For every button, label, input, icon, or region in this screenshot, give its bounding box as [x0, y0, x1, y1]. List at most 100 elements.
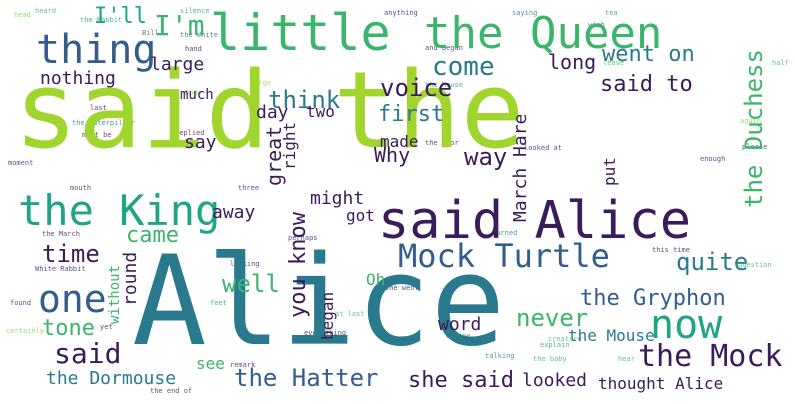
word: tea	[605, 9, 618, 17]
word-voice: voice	[380, 74, 453, 102]
word-said-to: said to	[600, 72, 693, 97]
word-day: day	[256, 102, 289, 123]
word-thing: thing	[36, 27, 157, 73]
word-came: came	[126, 223, 179, 248]
word-the-king: the King	[18, 186, 221, 235]
word: leave	[603, 59, 625, 67]
word: three	[238, 184, 260, 192]
word: silence	[180, 7, 210, 15]
word: looking	[230, 260, 260, 268]
word-much: much	[180, 87, 214, 103]
word: I've	[585, 31, 602, 39]
word: found	[10, 299, 32, 307]
word: everything	[304, 329, 347, 337]
word-im: I'm	[154, 9, 205, 42]
word: head	[14, 11, 31, 19]
word: she went	[385, 284, 419, 292]
word: please	[742, 143, 768, 151]
word-might: might	[310, 188, 365, 209]
word: mouth	[70, 184, 92, 192]
word-put: put	[600, 157, 619, 186]
word: again	[740, 117, 762, 125]
word-looked: looked	[522, 370, 588, 391]
word-round: round	[120, 251, 141, 306]
word-began: began	[318, 291, 337, 340]
word: talking	[485, 352, 515, 360]
word-said-alice: said Alice	[378, 191, 692, 251]
word-thought-alice: thought Alice	[598, 374, 724, 393]
word-she-said: she said	[408, 368, 514, 393]
word: hear	[618, 355, 635, 363]
word: yet	[100, 323, 113, 331]
word-little: little	[210, 4, 391, 62]
word: explain	[540, 341, 570, 349]
word-made: made	[380, 132, 419, 151]
word-two: two	[306, 102, 335, 121]
word-way: way	[464, 143, 508, 171]
word: the baby	[533, 355, 567, 363]
word: perhaps	[288, 234, 318, 242]
word-the-dormouse: the Dormouse	[46, 368, 177, 389]
word: last	[90, 104, 107, 112]
word-think: think	[268, 86, 341, 114]
word: question	[738, 261, 772, 269]
word-said: said	[54, 337, 122, 370]
word-one: one	[38, 277, 107, 321]
word-tone: tone	[42, 316, 95, 341]
word-now: now	[650, 302, 723, 348]
word: hand	[185, 45, 202, 53]
word: the door	[425, 139, 459, 147]
word: looked at	[524, 144, 562, 152]
word: this time	[652, 246, 690, 254]
word-the-mock: the Mock	[638, 339, 783, 374]
word-right: right	[280, 121, 299, 170]
word-time: time	[42, 240, 100, 268]
word-the-mouse: the Mouse	[568, 326, 655, 345]
word-mock-turtle: Mock Turtle	[398, 237, 610, 275]
word: heard	[35, 7, 57, 15]
word: Dodo	[185, 89, 202, 97]
word: half	[772, 59, 789, 67]
word: enough	[700, 155, 726, 163]
word: and began	[425, 44, 463, 52]
word-the-queen: the Queen	[424, 8, 663, 59]
word-well: well	[222, 270, 280, 298]
word-say: say	[184, 132, 217, 153]
word: saying	[512, 9, 538, 17]
word-word: word	[438, 314, 482, 335]
word-see: see	[196, 354, 225, 373]
word: certainly	[6, 327, 44, 335]
word: turned	[492, 229, 518, 237]
word-got: got	[346, 206, 375, 225]
word: at last	[335, 310, 365, 318]
word: the Caterpillar	[72, 119, 136, 127]
word: replied	[175, 129, 205, 137]
word-quite: quite	[676, 248, 749, 276]
word: moment	[8, 159, 34, 167]
word-the-hatter: the Hatter	[234, 364, 379, 392]
word: the White	[180, 31, 218, 39]
word-come: come	[432, 52, 495, 82]
word-alice: Alice	[132, 230, 506, 374]
word-without: without	[107, 264, 123, 324]
word-why: Why	[374, 143, 411, 167]
word-never: never	[516, 304, 589, 332]
word-long: long	[548, 50, 597, 74]
word: feet	[210, 299, 227, 307]
word: the Mouse	[425, 81, 463, 89]
word: large	[250, 79, 272, 87]
word: wish	[588, 21, 605, 29]
word: Bill	[142, 29, 159, 37]
word: must be	[82, 131, 112, 139]
word-the-gryphon: the Gryphon	[580, 286, 726, 311]
word: the end of	[150, 387, 193, 395]
word-you-know: you know	[286, 212, 311, 318]
word-away: away	[212, 202, 256, 223]
word-oh: Oh	[366, 270, 386, 289]
word: White Rabbit	[35, 265, 86, 273]
word-march-hare: March Hare	[510, 113, 531, 222]
word: creature	[548, 335, 582, 343]
word: to see	[445, 332, 471, 340]
word: the Rabbit	[80, 16, 123, 24]
